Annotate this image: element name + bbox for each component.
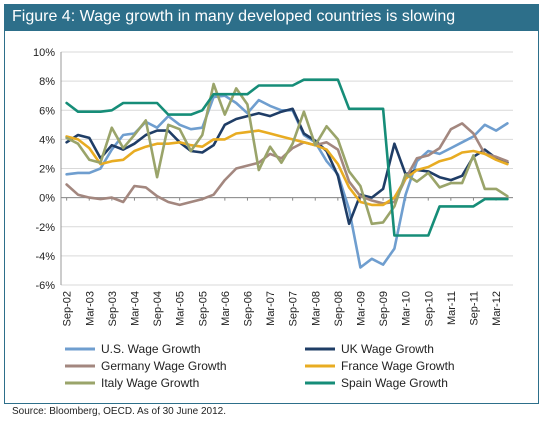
- series-line-u-s-wage-growth: [65, 94, 509, 269]
- y-tick-label: 8%: [39, 76, 55, 88]
- x-tick-label: Sep-11: [468, 291, 480, 326]
- line-chart: -6% -4% -2% 0% 2% 4% 6% 8% 10% Sep-02 Mar-03 Sep-03…: [33, 47, 513, 390]
- y-tick-label: 0%: [39, 193, 55, 205]
- legend-label: France Wage Growth: [341, 359, 455, 373]
- x-tick-label: Mar-03: [84, 291, 96, 326]
- legend-label: Italy Wage Growth: [101, 376, 199, 390]
- x-tick-label: Sep-05: [197, 291, 209, 326]
- x-tick-label: Mar-12: [491, 291, 503, 326]
- y-tick-label: -2%: [35, 222, 55, 234]
- x-tick-label: Mar-06: [220, 291, 232, 326]
- legend-label: UK Wage Growth: [341, 342, 434, 356]
- x-tick-label: Mar-04: [129, 291, 141, 326]
- y-tick-label: 6%: [39, 105, 55, 117]
- x-tick-label: Mar-05: [175, 291, 187, 326]
- x-tick-label: Sep-09: [378, 291, 390, 326]
- x-tick-label: Sep-08: [333, 291, 345, 326]
- series-line-uk-wage-growth: [65, 107, 509, 226]
- chart-frame: -6% -4% -2% 0% 2% 4% 6% 8% 10% Sep-02 Mar-03 Sep-03…: [4, 31, 539, 404]
- x-tick-label: Mar-09: [355, 291, 367, 326]
- x-tick-label: Mar-07: [265, 291, 277, 326]
- chart-title: Figure 4: Wage growth in many developed …: [12, 8, 456, 25]
- x-tick-label: Mar-10: [401, 291, 413, 326]
- source-note: Source: Bloomberg, OECD. As of 30 June 2…: [12, 406, 227, 417]
- x-tick-label: Mar-08: [310, 291, 322, 326]
- legend-label: U.S. Wage Growth: [101, 342, 201, 356]
- y-tick-label: -4%: [35, 251, 55, 263]
- y-tick-label: 2%: [39, 164, 55, 176]
- title-bar: Figure 4: Wage growth in many developed …: [4, 4, 539, 31]
- y-tick-label: -6%: [35, 280, 55, 292]
- y-tick-label: 10%: [33, 47, 55, 59]
- x-tick-label: Sep-02: [62, 291, 74, 326]
- x-tick-label: Mar-11: [446, 291, 458, 325]
- legend-label: Germany Wage Growth: [101, 359, 227, 373]
- y-tick-label: 4%: [39, 134, 55, 146]
- x-tick-label: Sep-03: [107, 291, 119, 326]
- x-tick-label: Sep-04: [152, 291, 164, 326]
- x-tick-label: Sep-10: [423, 291, 435, 326]
- series-line-france-wage-growth: [65, 129, 509, 207]
- legend-label: Spain Wage Growth: [341, 376, 448, 390]
- x-tick-label: Sep-07: [288, 291, 300, 326]
- series-line-spain-wage-growth: [65, 78, 509, 237]
- series-line-italy-wage-growth: [65, 82, 509, 226]
- x-tick-label: Sep-06: [242, 291, 254, 326]
